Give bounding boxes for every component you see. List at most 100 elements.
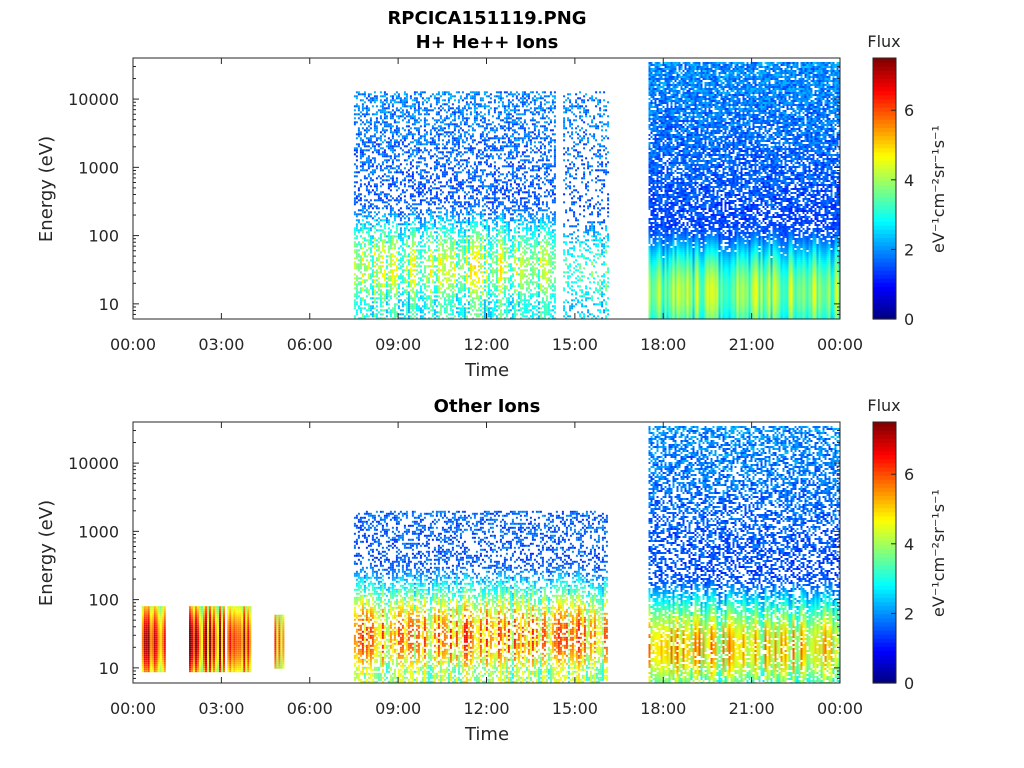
heatmap-cell [365, 267, 368, 270]
heatmap-cell [473, 177, 476, 180]
heatmap-cell [461, 187, 464, 190]
heatmap-cell [367, 107, 370, 110]
heatmap-cell [353, 181, 356, 184]
heatmap-cell [461, 219, 464, 222]
heatmap-cell [475, 189, 478, 192]
heatmap-cell [355, 137, 358, 140]
heatmap-cell [419, 135, 422, 138]
heatmap-cell [521, 167, 524, 170]
heatmap-cell [377, 245, 380, 248]
heatmap-cell [469, 241, 472, 244]
heatmap-cell [359, 131, 362, 134]
heatmap-cell [367, 109, 370, 112]
heatmap-cell [371, 269, 374, 272]
heatmap-cell [509, 213, 512, 216]
heatmap-cell [503, 117, 506, 120]
heatmap-cell [383, 283, 386, 286]
heatmap-cell [475, 143, 478, 146]
heatmap-cell [357, 263, 360, 266]
heatmap-cell [477, 245, 480, 248]
heatmap-cell [361, 257, 364, 260]
heatmap-cell [515, 257, 518, 260]
heatmap-cell [391, 105, 394, 108]
heatmap-cell [499, 261, 502, 264]
heatmap-cell [531, 221, 534, 224]
heatmap-cell [535, 253, 538, 256]
heatmap-cell [385, 309, 388, 312]
heatmap-cell [399, 171, 402, 174]
heatmap-cell [533, 271, 536, 274]
heatmap-cell [481, 169, 484, 172]
heatmap-cell [461, 253, 464, 256]
heatmap-cell [353, 185, 356, 188]
heatmap-cell [359, 255, 362, 258]
heatmap-cell [391, 287, 394, 290]
heatmap-cell [371, 237, 374, 240]
heatmap-cell [361, 287, 364, 290]
heatmap-cell [393, 255, 396, 258]
heatmap-cell [367, 129, 370, 132]
heatmap-cell [435, 173, 438, 176]
heatmap-cell [485, 237, 488, 240]
heatmap-cell [505, 209, 508, 212]
heatmap-cell [511, 109, 514, 112]
heatmap-cell [499, 309, 502, 312]
heatmap-cell [497, 157, 500, 160]
heatmap-cell [409, 127, 412, 130]
heatmap-cell [411, 241, 414, 244]
heatmap-cell [461, 241, 464, 244]
heatmap-cell [447, 135, 450, 138]
heatmap-cell [467, 143, 470, 146]
heatmap-cell [457, 135, 460, 138]
heatmap-cell [355, 251, 358, 254]
heatmap-cell [441, 93, 444, 96]
heatmap-cell [527, 311, 530, 314]
heatmap-cell [441, 191, 444, 194]
heatmap-cell [511, 253, 514, 256]
heatmap-cell [433, 107, 436, 110]
heatmap-cell [513, 179, 516, 182]
heatmap-cell [387, 295, 390, 298]
heatmap-cell [427, 307, 430, 310]
heatmap-cell [513, 175, 516, 178]
heatmap-cell [427, 277, 430, 280]
heatmap-cell [467, 105, 470, 108]
heatmap-cell [507, 281, 510, 284]
heatmap-cell [441, 91, 444, 94]
heatmap-cell [445, 249, 448, 252]
heatmap-cell [531, 233, 534, 236]
heatmap-cell [453, 241, 456, 244]
heatmap-cell [525, 105, 528, 108]
heatmap-cell [531, 253, 534, 256]
heatmap-cell [417, 141, 420, 144]
heatmap-cell [485, 249, 488, 252]
heatmap-cell [357, 219, 360, 222]
heatmap-cell [431, 215, 434, 218]
heatmap-cell [471, 217, 474, 220]
heatmap-cell [487, 287, 490, 290]
heatmap-cell [411, 317, 414, 319]
heatmap-cell [523, 161, 526, 164]
heatmap-cell [507, 155, 510, 158]
heatmap-cell [433, 265, 436, 268]
heatmap-cell [435, 249, 438, 252]
heatmap-cell [443, 155, 446, 158]
heatmap-cell [401, 269, 404, 272]
heatmap-cell [521, 99, 524, 102]
heatmap-cell [499, 187, 502, 190]
heatmap-cell [427, 187, 430, 190]
heatmap-cell [437, 113, 440, 116]
heatmap-cell [485, 235, 488, 238]
heatmap-cell [377, 287, 380, 290]
heatmap-cell [413, 235, 416, 238]
heatmap-cell [387, 285, 390, 288]
heatmap-cell [373, 261, 376, 264]
heatmap-cell [533, 221, 536, 224]
heatmap-cell [375, 269, 378, 272]
heatmap-cell [407, 273, 410, 276]
heatmap-cell [447, 157, 450, 160]
heatmap-cell [455, 283, 458, 286]
heatmap-cell [379, 313, 382, 316]
heatmap-cell [447, 255, 450, 258]
heatmap-cell [391, 317, 394, 319]
